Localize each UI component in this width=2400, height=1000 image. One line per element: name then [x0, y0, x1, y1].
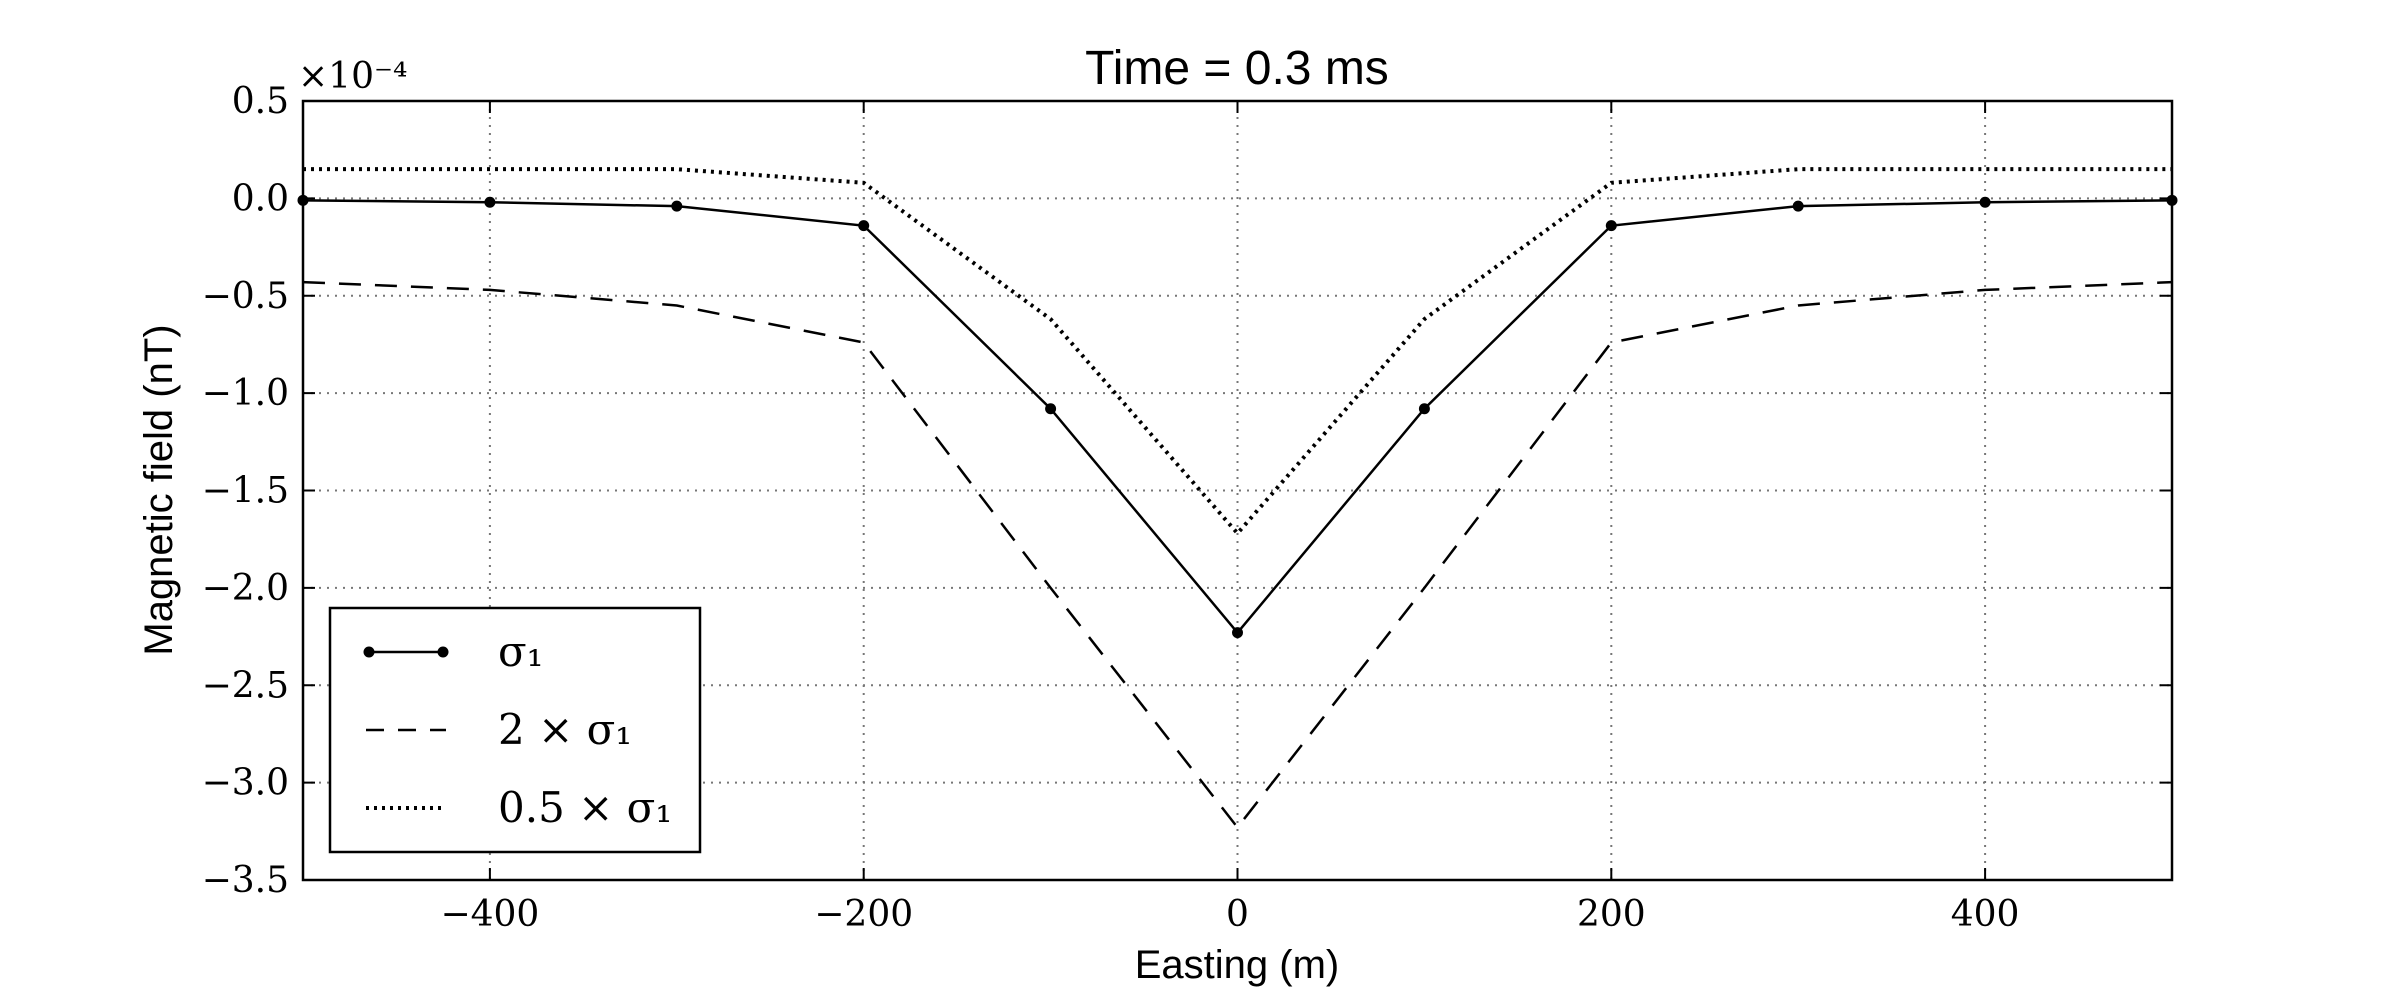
x-axis-label: Easting (m) [1135, 943, 1340, 987]
series-0-point [1232, 627, 1243, 639]
y-scale-label: ×10⁻⁴ [298, 56, 407, 97]
x-tick-label: −200 [814, 894, 913, 935]
y-tick-label: −2.5 [202, 665, 289, 706]
legend-box [328, 606, 702, 854]
legend-marker [437, 646, 449, 658]
series-0-point [671, 200, 683, 212]
tick-labels: −400 −200 0 200 400 0.5 0.0 −0.5 −1.0 −1.5 −2.0 −2.… [202, 81, 2020, 935]
y-tick-label: −3.5 [202, 860, 289, 901]
series-0-point [1045, 403, 1057, 415]
x-tick-label: 200 [1577, 894, 1646, 935]
legend-marker [363, 646, 375, 658]
legend-label-1: 2 × σ₁ [498, 705, 632, 754]
y-tick-label: −2.0 [202, 568, 289, 609]
series-0-point [1979, 196, 1991, 208]
chart-title: Time = 0.3 ms [1085, 42, 1389, 95]
series-0-point [1792, 200, 1804, 212]
y-tick-label: −1.5 [202, 471, 289, 512]
series-line-0 [302, 199, 2173, 635]
legend-entries: σ₁ 2 × σ₁ 0.5 × σ₁ [363, 627, 672, 832]
legend-label-2: 0.5 × σ₁ [498, 783, 672, 832]
series-0-point [484, 196, 496, 208]
y-tick-label: −3.0 [202, 763, 289, 804]
series-0-point [1418, 403, 1430, 415]
series-line-2 [303, 167, 2172, 537]
y-tick-label: 0.5 [232, 81, 289, 122]
y-tick-label: −1.0 [202, 373, 289, 414]
series-0-point [858, 220, 870, 232]
legend: σ₁ 2 × σ₁ 0.5 × σ₁ [328, 606, 702, 854]
x-tick-label: 400 [1951, 894, 2020, 935]
series-0-point [1605, 220, 1617, 232]
x-tick-label: 0 [1226, 894, 1249, 935]
legend-label-0: σ₁ [498, 627, 544, 676]
y-axis-label: Magnetic field (nT) [137, 324, 181, 655]
ticks [303, 100, 2172, 881]
y-tick-label: −0.5 [202, 276, 289, 317]
x-tick-label: −400 [440, 894, 539, 935]
y-tick-label: 0.0 [232, 178, 289, 219]
